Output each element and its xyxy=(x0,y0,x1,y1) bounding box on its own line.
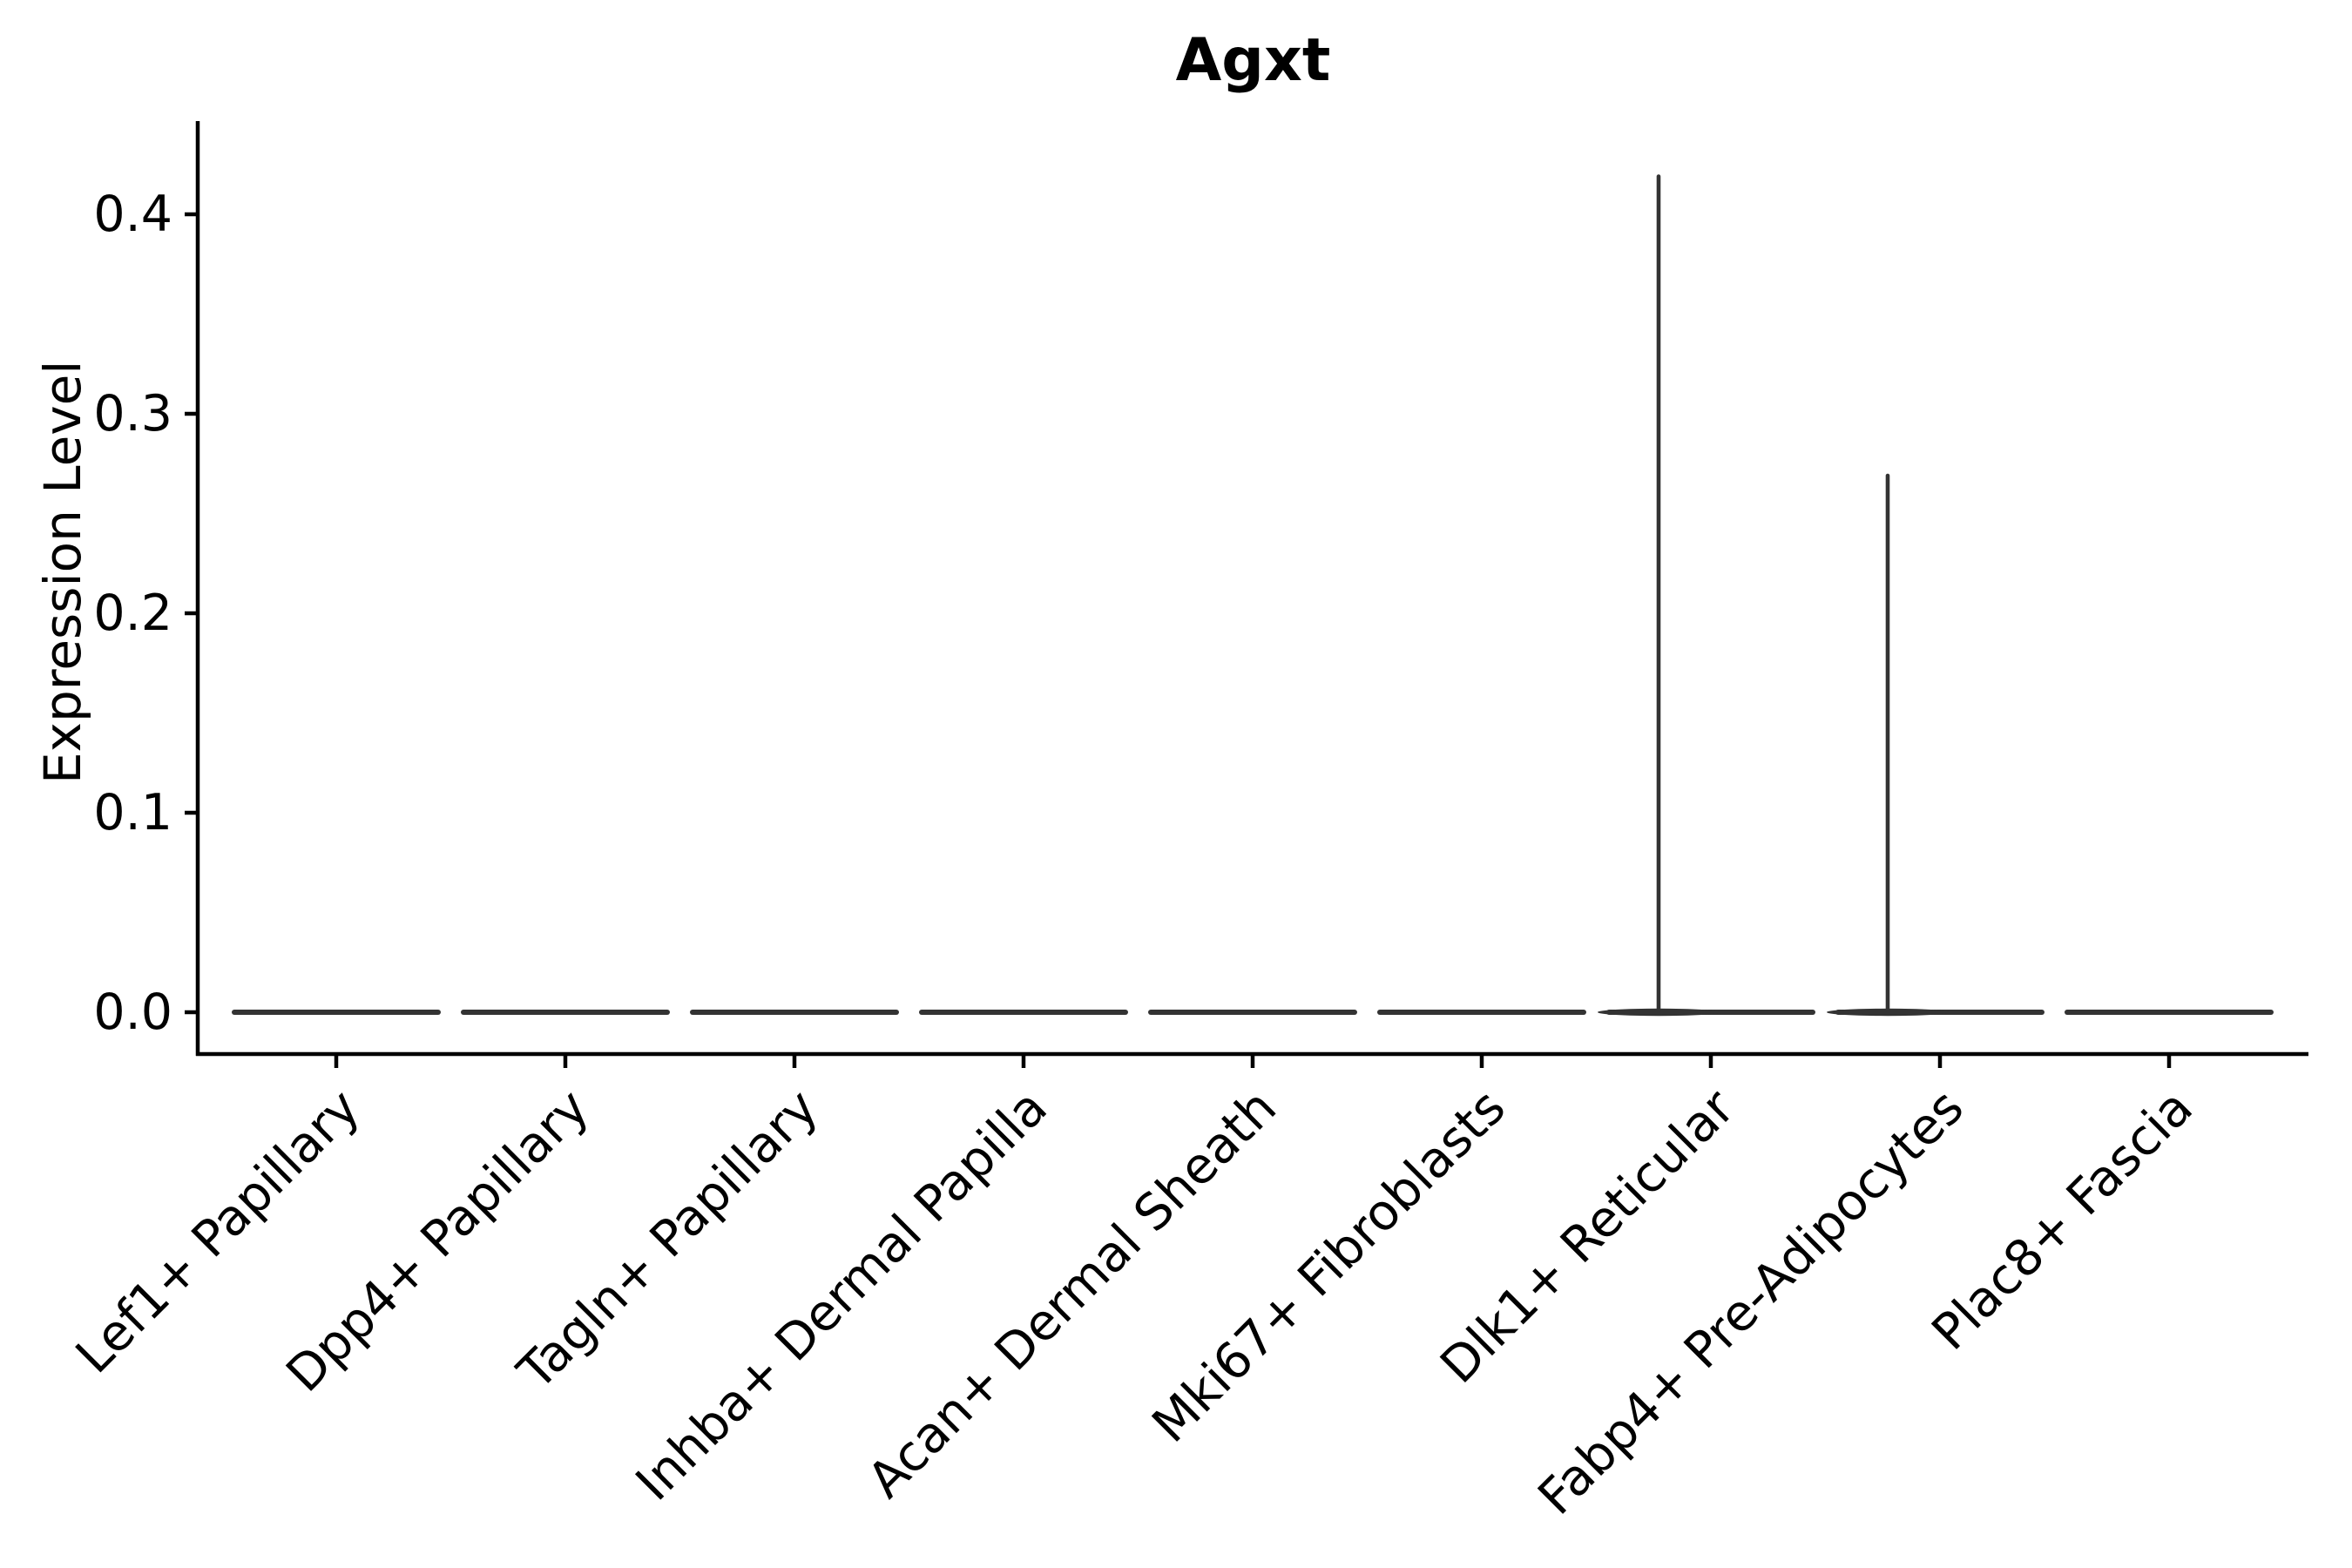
violin-spike xyxy=(1656,174,1661,1012)
violin-body xyxy=(232,1010,441,1015)
violin-body xyxy=(2065,1010,2274,1015)
y-tick-label: 0.4 xyxy=(93,186,172,243)
y-tick-label: 0.0 xyxy=(93,983,172,1041)
x-tick-label: Fabp4+ Pre-Adipocytes xyxy=(1527,1078,1974,1525)
violin-body xyxy=(461,1010,670,1015)
y-tick-label: 0.1 xyxy=(93,784,172,841)
x-tick-label: Acan+ Dermal Sheath xyxy=(857,1078,1288,1509)
plot-title: Agxt xyxy=(1175,26,1331,95)
y-tick-label: 0.3 xyxy=(93,385,172,443)
violin-body xyxy=(690,1010,899,1015)
violin-body xyxy=(1148,1010,1357,1015)
violin-body xyxy=(1377,1010,1586,1015)
y-tick-label: 0.2 xyxy=(93,585,172,642)
violin-body xyxy=(919,1010,1128,1015)
x-tick-label: Inhba+ Dermal Papilla xyxy=(625,1078,1058,1511)
violin-spike xyxy=(1885,473,1890,1012)
